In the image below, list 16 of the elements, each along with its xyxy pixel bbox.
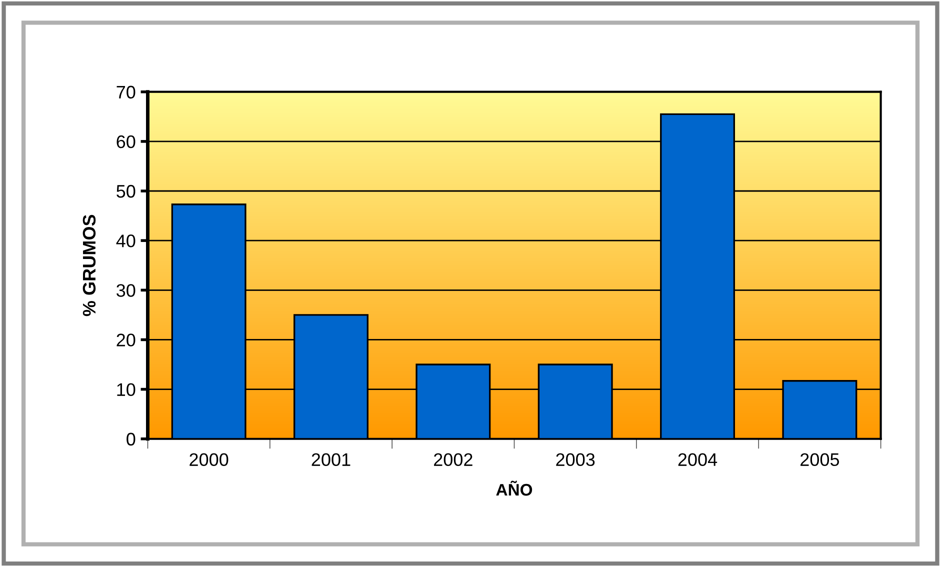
x-tick-label: 2002 (434, 453, 472, 466)
x-axis-title: AÑO (496, 480, 532, 496)
x-tick-label: 2004 (678, 453, 718, 466)
y-tick-label: 0 (126, 432, 136, 446)
y-tick-label: 70 (116, 86, 136, 99)
y-tick-label: 60 (116, 135, 136, 148)
y-tick-label: 50 (116, 184, 136, 198)
y-tick-label: 30 (116, 284, 136, 297)
x-tick-label: 2003 (556, 453, 595, 466)
x-tick-label: 2001 (312, 453, 350, 466)
x-tick-label: 2005 (800, 453, 840, 466)
y-tick-label: 10 (117, 383, 136, 396)
x-tick-label: 2000 (190, 453, 228, 466)
y-axis-title: % GRUMOS (82, 214, 96, 316)
y-tick-label: 20 (116, 334, 136, 346)
y-tick-label: 40 (116, 234, 136, 248)
